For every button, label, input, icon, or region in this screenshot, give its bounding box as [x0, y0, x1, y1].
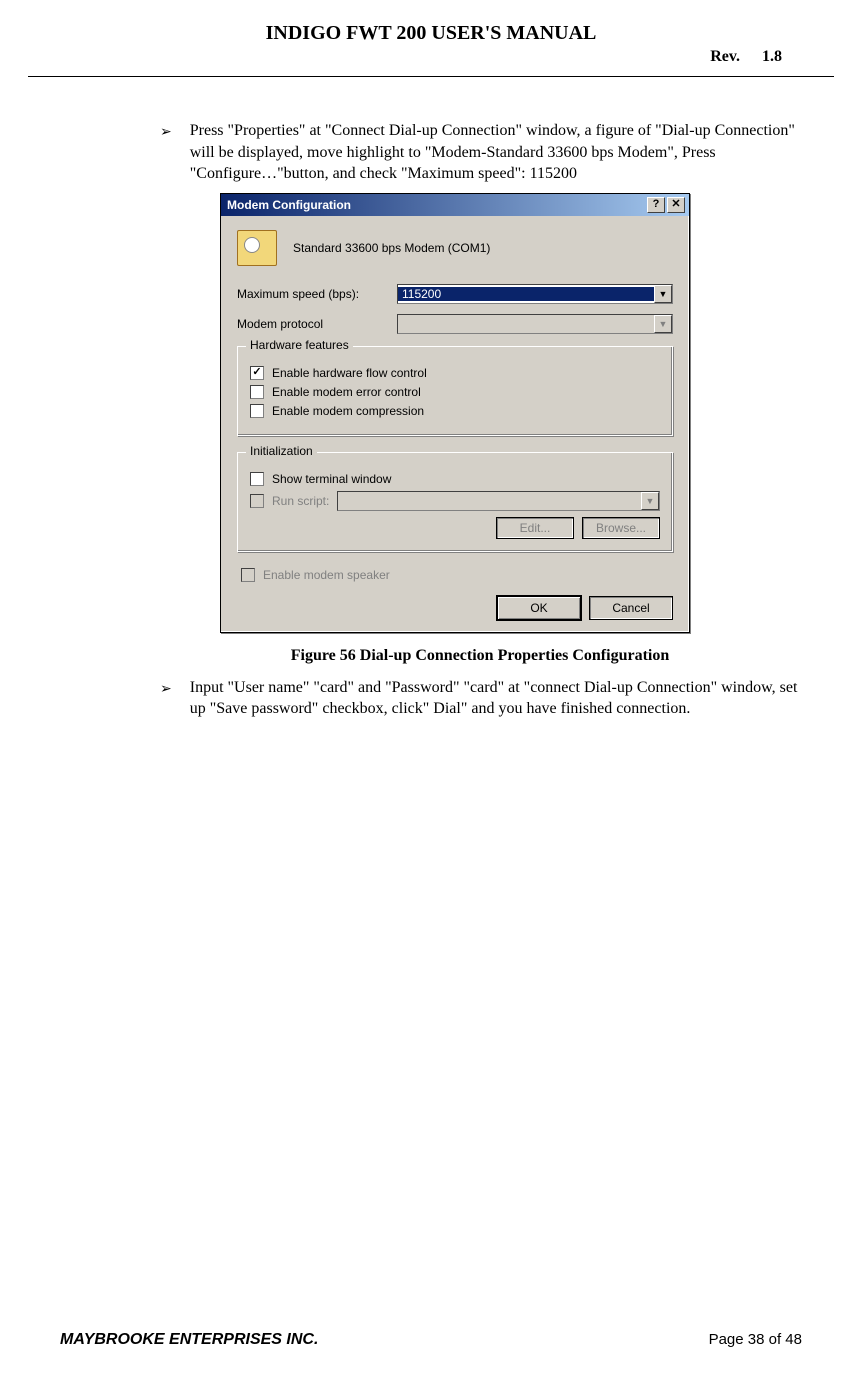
bullet-text-2: Input "User name" "card" and "Password" …	[190, 677, 800, 720]
page-content: ➢ Press "Properties" at "Connect Dial-up…	[160, 120, 800, 726]
run-script-combo: ▼	[337, 491, 660, 511]
max-speed-row: Maximum speed (bps): 115200 ▼	[237, 284, 673, 304]
manual-title: INDIGO FWT 200 USER'S MANUAL	[0, 22, 862, 45]
initialization-legend: Initialization	[246, 444, 317, 458]
help-button[interactable]: ?	[647, 197, 665, 213]
rev-value: 1.8	[762, 48, 782, 65]
flow-control-row[interactable]: Enable hardware flow control	[250, 366, 660, 380]
modem-icon	[237, 230, 277, 266]
speaker-label: Enable modem speaker	[263, 568, 390, 582]
run-script-row: Run script: ▼	[250, 491, 660, 511]
dialog-title: Modem Configuration	[227, 198, 647, 212]
modem-name: Standard 33600 bps Modem (COM1)	[293, 241, 490, 255]
close-button[interactable]: ✕	[667, 197, 685, 213]
page-header: INDIGO FWT 200 USER'S MANUAL	[0, 0, 862, 45]
cancel-button[interactable]: Cancel	[589, 596, 673, 620]
revision-line: Rev. 1.8	[710, 48, 782, 66]
combo-arrow-icon: ▼	[641, 492, 659, 510]
bullet-marker-icon: ➢	[160, 122, 172, 185]
flow-control-label: Enable hardware flow control	[272, 366, 427, 380]
compression-row[interactable]: Enable modem compression	[250, 404, 660, 418]
edit-button: Edit...	[496, 517, 574, 539]
rev-label: Rev.	[710, 48, 740, 65]
combo-arrow-icon[interactable]: ▼	[654, 285, 672, 303]
modem-protocol-row: Modem protocol ▼	[237, 314, 673, 334]
speaker-checkbox	[241, 568, 255, 582]
initialization-fieldset: Initialization Show terminal window Run …	[237, 452, 673, 552]
figure-caption: Figure 56 Dial-up Connection Properties …	[160, 647, 800, 665]
compression-label: Enable modem compression	[272, 404, 424, 418]
combo-arrow-icon: ▼	[654, 315, 672, 333]
hardware-features-fieldset: Hardware features Enable hardware flow c…	[237, 346, 673, 436]
footer-page: Page 38 of 48	[709, 1331, 802, 1349]
error-control-label: Enable modem error control	[272, 385, 421, 399]
error-control-checkbox[interactable]	[250, 385, 264, 399]
modem-row: Standard 33600 bps Modem (COM1)	[237, 230, 673, 266]
compression-checkbox[interactable]	[250, 404, 264, 418]
bullet-item-2: ➢ Input "User name" "card" and "Password…	[160, 677, 800, 720]
speaker-row: Enable modem speaker	[241, 568, 673, 582]
max-speed-label: Maximum speed (bps):	[237, 287, 397, 301]
bullet-text-1: Press "Properties" at "Connect Dial-up C…	[190, 120, 800, 185]
show-terminal-label: Show terminal window	[272, 472, 391, 486]
run-script-checkbox	[250, 494, 264, 508]
modem-protocol-combo: ▼	[397, 314, 673, 334]
browse-button: Browse...	[582, 517, 660, 539]
ok-button[interactable]: OK	[497, 596, 581, 620]
page-footer: MAYBROOKE ENTERPRISES INC. Page 38 of 48	[60, 1331, 802, 1349]
flow-control-checkbox[interactable]	[250, 366, 264, 380]
header-rule	[28, 76, 834, 77]
max-speed-value: 115200	[398, 287, 654, 301]
bullet-marker-icon: ➢	[160, 679, 172, 720]
bullet-item-1: ➢ Press "Properties" at "Connect Dial-up…	[160, 120, 800, 185]
footer-company: MAYBROOKE ENTERPRISES INC.	[60, 1331, 318, 1349]
show-terminal-row[interactable]: Show terminal window	[250, 472, 660, 486]
modem-protocol-label: Modem protocol	[237, 317, 397, 331]
modem-config-dialog: Modem Configuration ? ✕ Standard 33600 b…	[220, 193, 690, 633]
run-script-label: Run script:	[272, 494, 329, 508]
dialog-titlebar: Modem Configuration ? ✕	[221, 194, 689, 216]
max-speed-combo[interactable]: 115200 ▼	[397, 284, 673, 304]
error-control-row[interactable]: Enable modem error control	[250, 385, 660, 399]
hardware-features-legend: Hardware features	[246, 338, 353, 352]
show-terminal-checkbox[interactable]	[250, 472, 264, 486]
